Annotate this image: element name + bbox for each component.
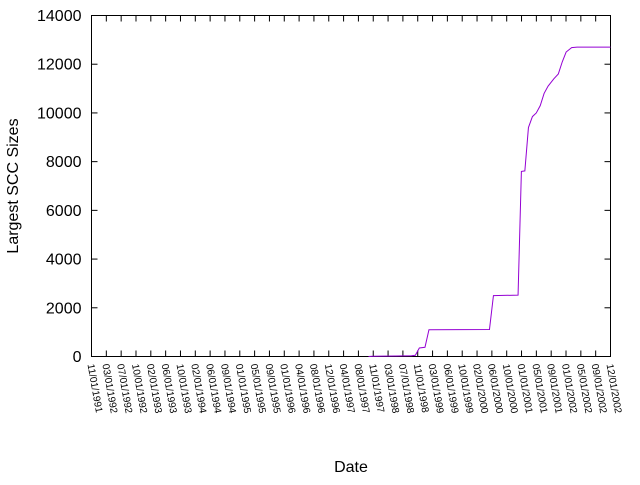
- plot-frame: [91, 15, 611, 357]
- x-axis-title: Date: [334, 459, 368, 476]
- y-tick-label: 14000: [37, 8, 82, 25]
- y-tick-label: 10000: [37, 105, 82, 122]
- y-tick-label: 12000: [37, 57, 82, 74]
- y-tick-label: 8000: [46, 154, 82, 171]
- y-tick-label: 2000: [46, 300, 82, 317]
- series-lines: [368, 46, 611, 357]
- series-line: [368, 46, 611, 357]
- y-tick-label: 0: [73, 349, 82, 366]
- x-axis-ticks: 11/01/199103/01/199207/01/199210/01/1992…: [85, 15, 623, 415]
- y-axis-ticks: 0 2000 4000 6000 8000 10000 12000 14000: [37, 8, 611, 366]
- y-tick-label: 4000: [46, 252, 82, 269]
- y-tick-label: 6000: [46, 203, 82, 220]
- y-axis-title: Largest SCC Sizes: [5, 118, 22, 253]
